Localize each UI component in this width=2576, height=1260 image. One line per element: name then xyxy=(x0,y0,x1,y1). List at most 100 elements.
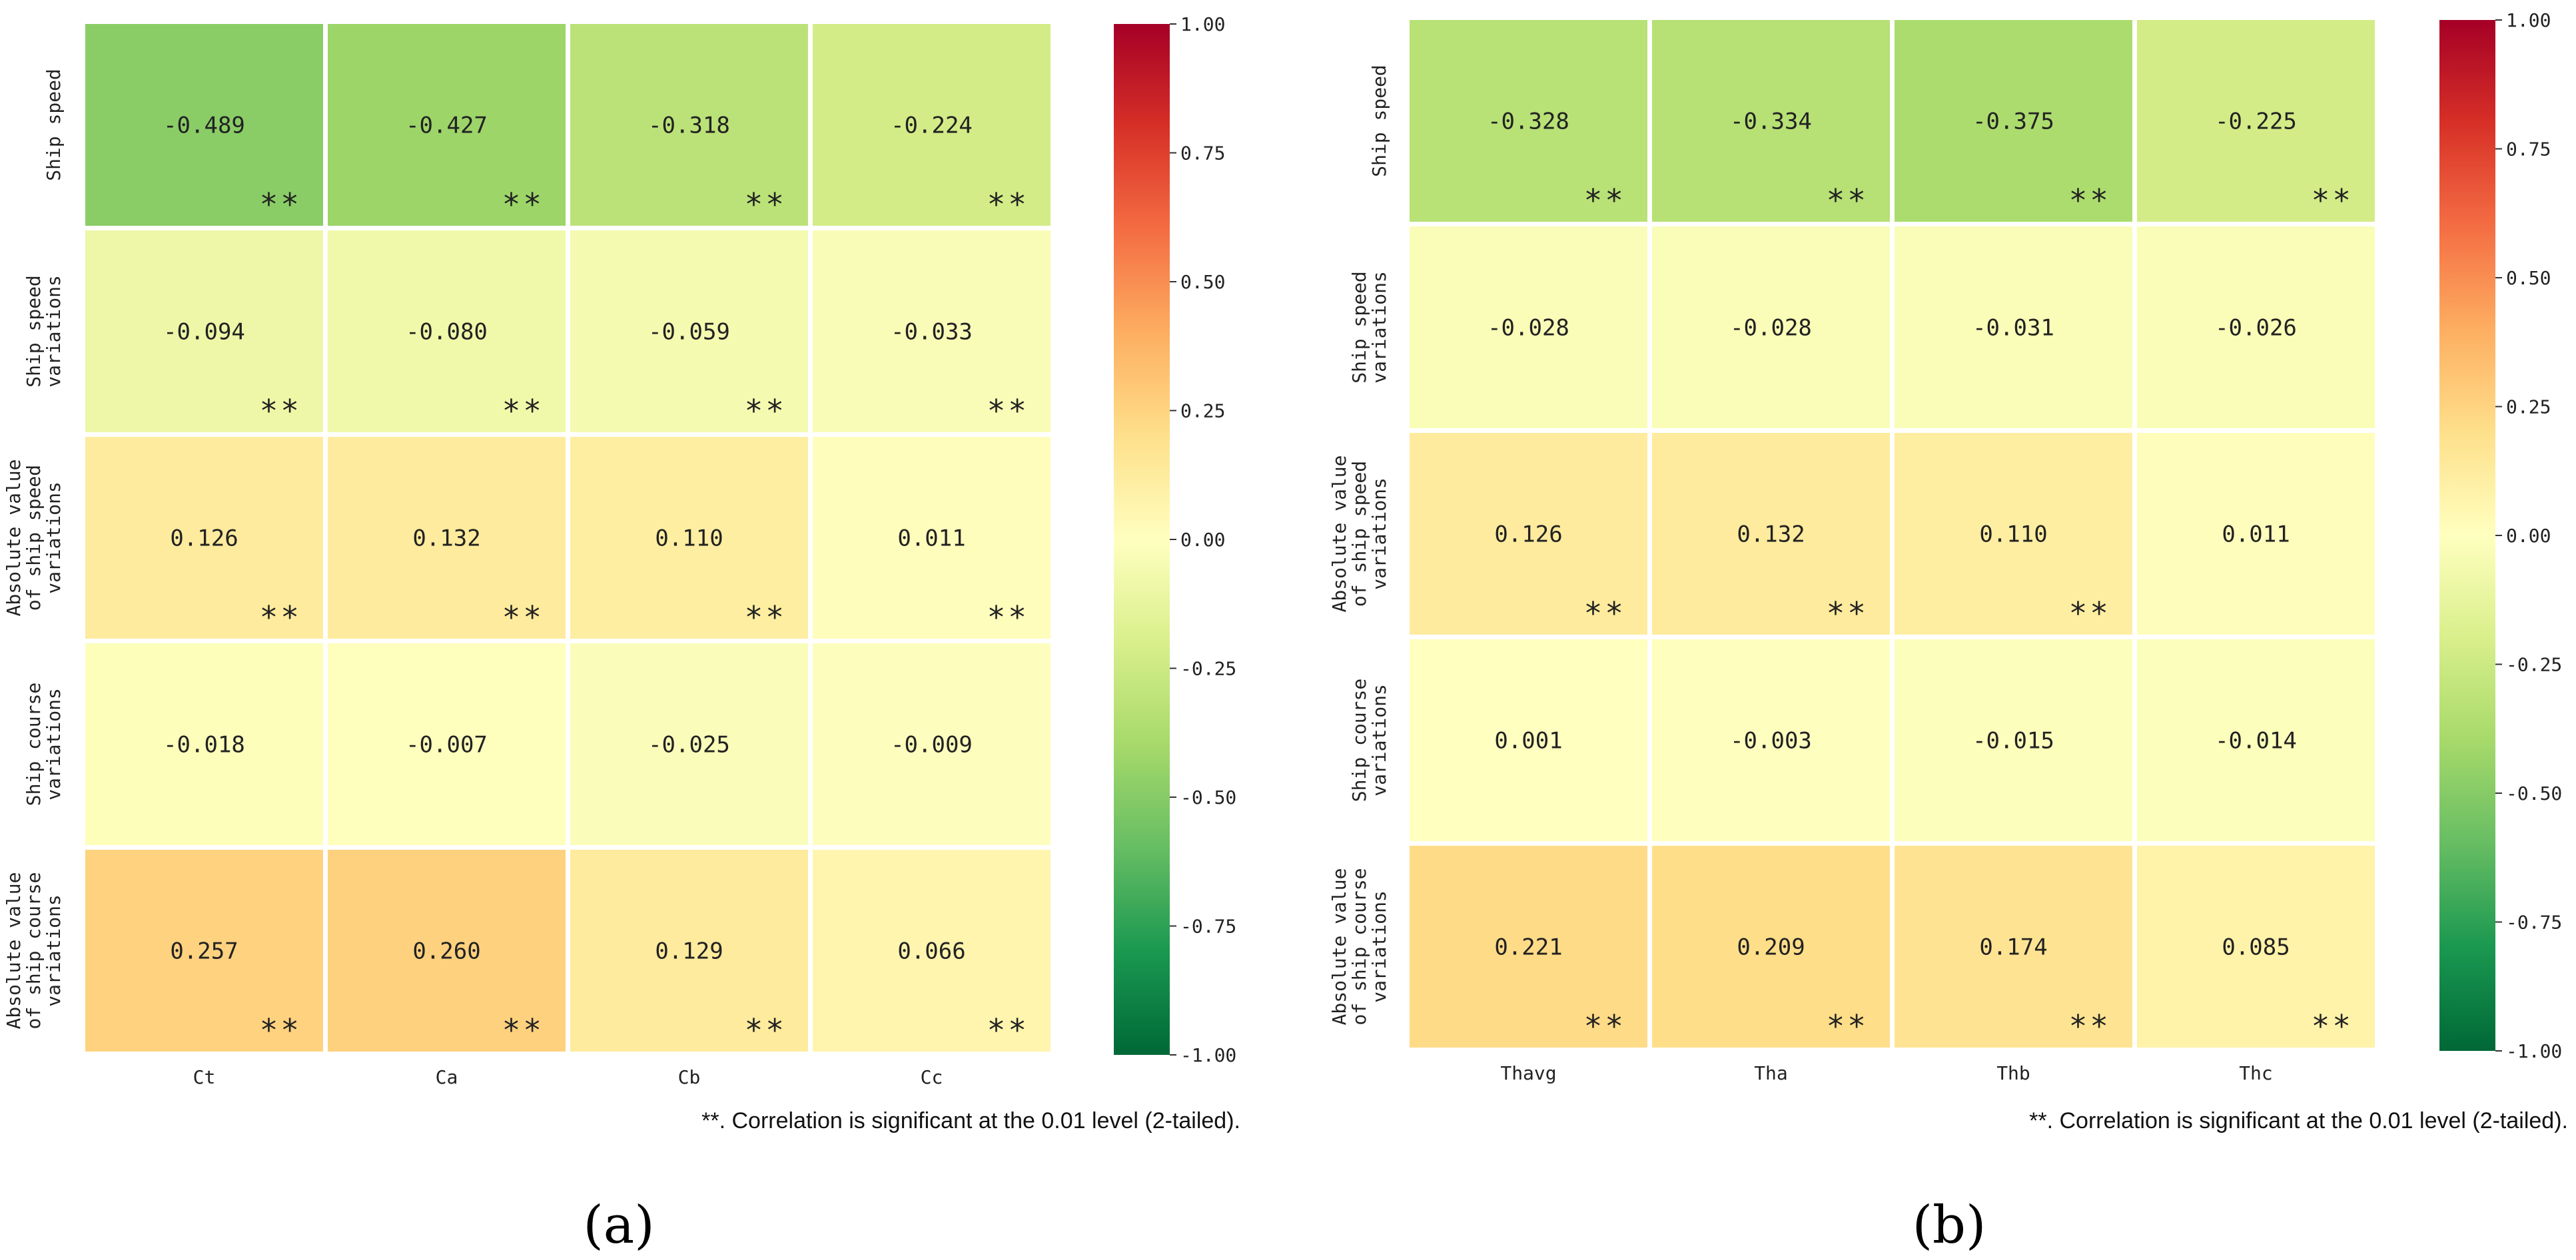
heatmap-cell-r0-c0 xyxy=(85,24,323,226)
significance-mark-r2-c2: ** xyxy=(745,599,787,635)
colorbar-tick-label-8: -1.00 xyxy=(2506,1040,2562,1062)
significance-mark-r4-c3: ** xyxy=(987,1012,1029,1048)
heatmap-panel-a: -0.489 ** -0.427 ** -0.318 ** -0.224 ** -0.094 **… xyxy=(3,13,1240,1255)
row-label-1-line-1: variations xyxy=(43,275,65,388)
panel-label: (a) xyxy=(583,1195,654,1255)
row-label-1-line-0: Ship speed xyxy=(23,275,45,388)
cell-value-r3-c2: -0.025 xyxy=(648,732,730,759)
significance-mark-r4-c0: ** xyxy=(260,1012,302,1048)
colorbar-tick-label-2: 0.50 xyxy=(2506,267,2551,289)
colorbar-tick-label-8: -1.00 xyxy=(1180,1044,1236,1066)
cell-value-r2-c1: 0.132 xyxy=(1737,521,1805,548)
cell-value-r4-c0: 0.221 xyxy=(1494,934,1562,961)
cell-value-r1-c3: -0.026 xyxy=(2215,315,2297,342)
row-label-2-line-0: Absolute value xyxy=(1328,455,1350,612)
colorbar-tick-label-4: 0.00 xyxy=(2506,525,2551,547)
row-label-4-line-1: of ship course xyxy=(23,872,45,1029)
row-label-4-line-2: variations xyxy=(1368,890,1390,1003)
cell-value-r3-c3: -0.014 xyxy=(2215,728,2297,755)
heatmap-cell-r2-c0 xyxy=(85,437,323,639)
row-label-4-line-2: variations xyxy=(43,894,65,1007)
colorbar-tick-label-0: 1.00 xyxy=(1180,13,1225,35)
heatmap-cell-r3-c0 xyxy=(1410,639,1647,841)
significance-mark-r2-c1: ** xyxy=(502,599,544,635)
heatmap-cell-r2-c3 xyxy=(813,437,1051,639)
column-label-1: Tha xyxy=(1754,1062,1788,1084)
significance-mark-r4-c2: ** xyxy=(745,1012,787,1048)
row-label-2-line-0: Absolute value xyxy=(3,459,25,616)
heatmap-cell-r3-c2 xyxy=(570,643,808,845)
heatmap-cell-r4-c1 xyxy=(1652,846,1890,1048)
row-label-0-line-0: Ship speed xyxy=(43,69,65,181)
significance-mark-r0-c3: ** xyxy=(987,186,1029,222)
significance-mark-r2-c0: ** xyxy=(1584,595,1626,631)
heatmap-cell-r3-c3 xyxy=(2137,639,2375,841)
significance-mark-r2-c2: ** xyxy=(2069,595,2111,631)
panel-label: (b) xyxy=(1913,1195,1986,1255)
significance-mark-r4-c0: ** xyxy=(1584,1008,1626,1044)
cell-value-r1-c2: -0.059 xyxy=(648,319,730,346)
significance-mark-r1-c3: ** xyxy=(987,393,1029,429)
row-label-3-line-1: variations xyxy=(43,688,65,800)
heatmap-cell-r0-c1 xyxy=(1652,20,1890,222)
significance-mark-r0-c0: ** xyxy=(1584,182,1626,218)
cell-value-r0-c2: -0.375 xyxy=(1972,109,2054,135)
significance-mark-r2-c3: ** xyxy=(987,599,1029,635)
heatmap-cell-r3-c2 xyxy=(1895,639,2132,841)
heatmap-cell-r4-c0 xyxy=(85,850,323,1052)
heatmap-cell-r2-c1 xyxy=(328,437,566,639)
heatmap-cell-r0-c3 xyxy=(2137,20,2375,222)
colorbar-tick-label-2: 0.50 xyxy=(1180,271,1225,293)
colorbar-tick-label-6: -0.50 xyxy=(2506,783,2562,804)
row-label-3-line-1: variations xyxy=(1368,684,1390,796)
heatmap-cell-r4-c0 xyxy=(1410,846,1647,1048)
row-label-1-line-0: Ship speed xyxy=(1348,271,1370,384)
cell-value-r4-c1: 0.260 xyxy=(412,938,480,965)
cell-value-r2-c2: 0.110 xyxy=(1979,521,2047,548)
colorbar-tick-label-3: 0.25 xyxy=(2506,396,2551,418)
column-label-1: Ca xyxy=(436,1066,458,1088)
heatmap-cell-r4-c1 xyxy=(328,850,566,1052)
significance-mark-r4-c2: ** xyxy=(2069,1008,2111,1044)
column-label-3: Cc xyxy=(921,1066,943,1088)
cell-value-r4-c0: 0.257 xyxy=(170,938,238,965)
colorbar-tick-label-4: 0.00 xyxy=(1180,529,1225,551)
significance-mark-r0-c2: ** xyxy=(2069,182,2111,218)
colorbar xyxy=(2439,20,2495,1051)
cell-value-r0-c0: -0.328 xyxy=(1488,109,1569,135)
colorbar-tick-label-1: 0.75 xyxy=(2506,139,2551,160)
cell-value-r1-c1: -0.080 xyxy=(406,319,488,346)
row-label-0: Ship speed xyxy=(43,69,65,181)
cell-value-r2-c2: 0.110 xyxy=(655,525,723,552)
row-label-0: Ship speed xyxy=(1368,65,1390,177)
significance-note: **. Correlation is significant at the 0.… xyxy=(701,1108,1240,1133)
heatmap-cell-r3-c3 xyxy=(813,643,1051,845)
heatmap-cell-r1-c2 xyxy=(1895,226,2132,428)
colorbar xyxy=(1114,24,1170,1055)
row-label-3-line-0: Ship course xyxy=(23,683,45,806)
heatmap-cell-r2-c3 xyxy=(2137,433,2375,635)
row-label-4-line-1: of ship course xyxy=(1348,868,1370,1025)
column-label-2: Cb xyxy=(678,1066,701,1088)
cell-value-r4-c2: 0.174 xyxy=(1979,934,2047,961)
cell-value-r2-c3: 0.011 xyxy=(2222,521,2290,548)
colorbar-tick-label-7: -0.75 xyxy=(2506,912,2562,934)
significance-note: **. Correlation is significant at the 0.… xyxy=(2029,1108,2568,1133)
cell-value-r1-c0: -0.028 xyxy=(1488,315,1569,342)
heatmap-cell-r2-c2 xyxy=(1895,433,2132,635)
heatmap-cell-r1-c0 xyxy=(1410,226,1647,428)
cell-value-r1-c0: -0.094 xyxy=(163,319,245,346)
column-label-3: Thc xyxy=(2239,1062,2273,1084)
colorbar-tick-label-1: 0.75 xyxy=(1180,143,1225,164)
significance-mark-r2-c1: ** xyxy=(1827,595,1869,631)
cell-value-r0-c0: -0.489 xyxy=(163,113,245,139)
row-label-1-line-1: variations xyxy=(1368,271,1390,384)
heatmap-cell-r3-c0 xyxy=(85,643,323,845)
heatmap-cell-r3-c1 xyxy=(328,643,566,845)
colorbar-tick-label-6: -0.50 xyxy=(1180,787,1236,808)
